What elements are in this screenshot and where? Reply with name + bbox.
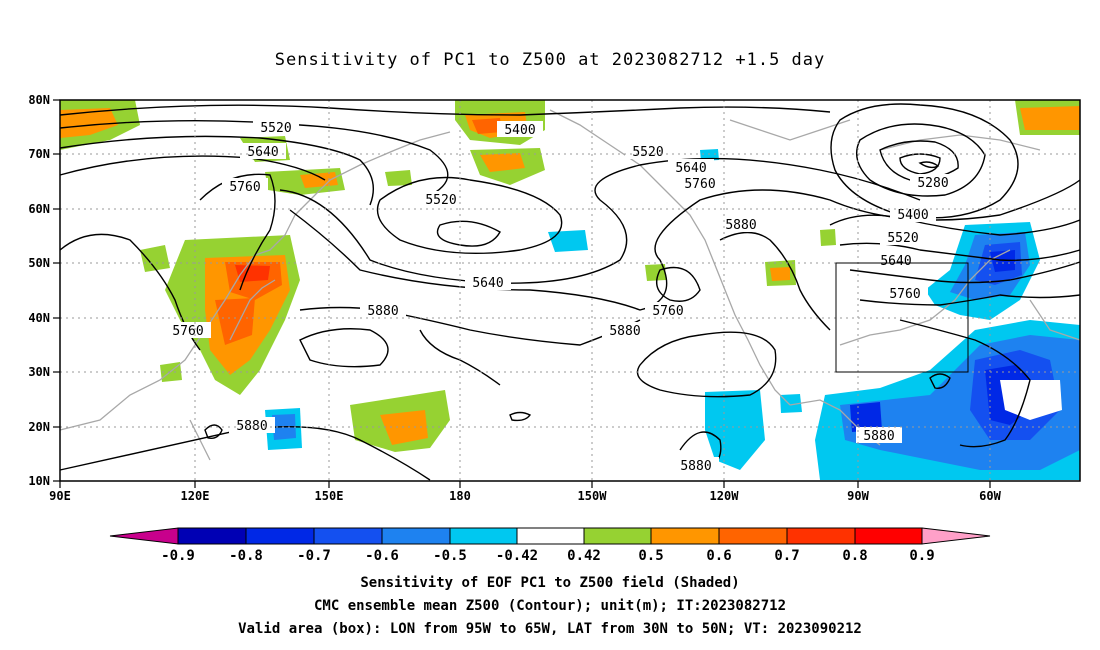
lat-label: 50N bbox=[28, 256, 50, 270]
colorbar-cell bbox=[650, 527, 720, 545]
valid-area-box bbox=[835, 262, 969, 373]
colorbar-label: 0.6 bbox=[706, 548, 731, 564]
lon-label: 150W bbox=[578, 489, 608, 503]
colorbar-cell bbox=[177, 527, 247, 545]
lat-label: 70N bbox=[28, 147, 50, 161]
contour-label: 5880 bbox=[680, 459, 711, 474]
contour-label: 5760 bbox=[652, 304, 683, 319]
colorbar-label: 0.42 bbox=[567, 548, 601, 564]
longitude-labels: 90E 120E 150E 180 150W 120W 90W 60W bbox=[49, 489, 1001, 503]
colorbar-cell bbox=[854, 527, 923, 545]
latitude-labels: 80N 70N 60N 50N 40N 30N 20N 10N bbox=[28, 93, 50, 488]
colorbar-high-extension bbox=[921, 527, 991, 545]
contour-label: 5520 bbox=[632, 145, 663, 160]
contour-label: 5520 bbox=[425, 193, 456, 208]
plot-title: Sensitivity of PC1 to Z500 at 2023082712… bbox=[274, 50, 826, 70]
contour-label: 5400 bbox=[504, 123, 535, 138]
contour-label: 5640 bbox=[247, 145, 278, 160]
axis-ticks bbox=[53, 99, 991, 488]
contour-label: 5640 bbox=[880, 254, 911, 269]
lat-label: 30N bbox=[28, 365, 50, 379]
colorbar-cell bbox=[313, 527, 383, 545]
colorbar-label: -0.6 bbox=[365, 548, 399, 564]
contour-label: 5760 bbox=[889, 287, 920, 302]
colorbar-label: 0.5 bbox=[638, 548, 663, 564]
gridlines bbox=[60, 100, 1080, 481]
lon-label: 60W bbox=[979, 489, 1001, 503]
colorbar-label: -0.7 bbox=[297, 548, 331, 564]
coastlines bbox=[59, 109, 1081, 461]
colorbar-cell bbox=[449, 527, 518, 545]
colorbar: -0.9 -0.8 -0.7 -0.6 -0.5 -0.42 0.42 0.5 … bbox=[109, 527, 991, 564]
colorbar-cell bbox=[381, 527, 451, 545]
colorbar-cell bbox=[718, 527, 788, 545]
colorbar-cell bbox=[516, 527, 585, 545]
lon-label: 90W bbox=[847, 489, 869, 503]
colorbar-cell bbox=[245, 527, 315, 545]
colorbar-label: -0.5 bbox=[433, 548, 467, 564]
colorbar-label: -0.8 bbox=[229, 548, 263, 564]
contour-label: 5880 bbox=[609, 324, 640, 339]
contour-label: 5400 bbox=[897, 208, 928, 223]
lat-label: 10N bbox=[28, 474, 50, 488]
caption-contour: CMC ensemble mean Z500 (Contour); unit(m… bbox=[313, 598, 786, 614]
colorbar-label: 0.8 bbox=[842, 548, 867, 564]
contour-label: 5880 bbox=[367, 304, 398, 319]
caption-valid-area: Valid area (box): LON from 95W to 65W, L… bbox=[238, 621, 862, 637]
contour-label: 5760 bbox=[229, 180, 260, 195]
colorbar-cell bbox=[786, 527, 856, 545]
contour-label: 5520 bbox=[887, 231, 918, 246]
contour-label: 5520 bbox=[260, 121, 291, 136]
colorbar-low-extension bbox=[109, 527, 179, 545]
lon-label: 150E bbox=[315, 489, 344, 503]
lat-label: 80N bbox=[28, 93, 50, 107]
lon-label: 180 bbox=[449, 489, 471, 503]
colorbar-label: 0.7 bbox=[774, 548, 799, 564]
contour-label: 5640 bbox=[472, 276, 503, 291]
lon-label: 120W bbox=[710, 489, 740, 503]
contour-label: 5760 bbox=[172, 324, 203, 339]
colorbar-label: -0.42 bbox=[496, 548, 538, 564]
contour-label: 5640 bbox=[675, 161, 706, 176]
map-frame bbox=[59, 99, 1081, 482]
colorbar-label: 0.9 bbox=[909, 548, 934, 564]
lon-label: 90E bbox=[49, 489, 71, 503]
contour-label: 5880 bbox=[725, 218, 756, 233]
colorbar-cell bbox=[583, 527, 652, 545]
lon-label: 120E bbox=[181, 489, 210, 503]
colorbar-label: -0.9 bbox=[161, 548, 195, 564]
lat-label: 40N bbox=[28, 311, 50, 325]
contour-label: 5760 bbox=[684, 177, 715, 192]
caption-shading: Sensitivity of EOF PC1 to Z500 field (Sh… bbox=[360, 575, 740, 591]
lat-label: 60N bbox=[28, 202, 50, 216]
contour-label: 5880 bbox=[863, 429, 894, 444]
contour-labels: 5520 5640 5760 5400 5520 5520 5640 5760 … bbox=[165, 119, 956, 474]
contour-label: 5280 bbox=[917, 176, 948, 191]
lat-label: 20N bbox=[28, 420, 50, 434]
